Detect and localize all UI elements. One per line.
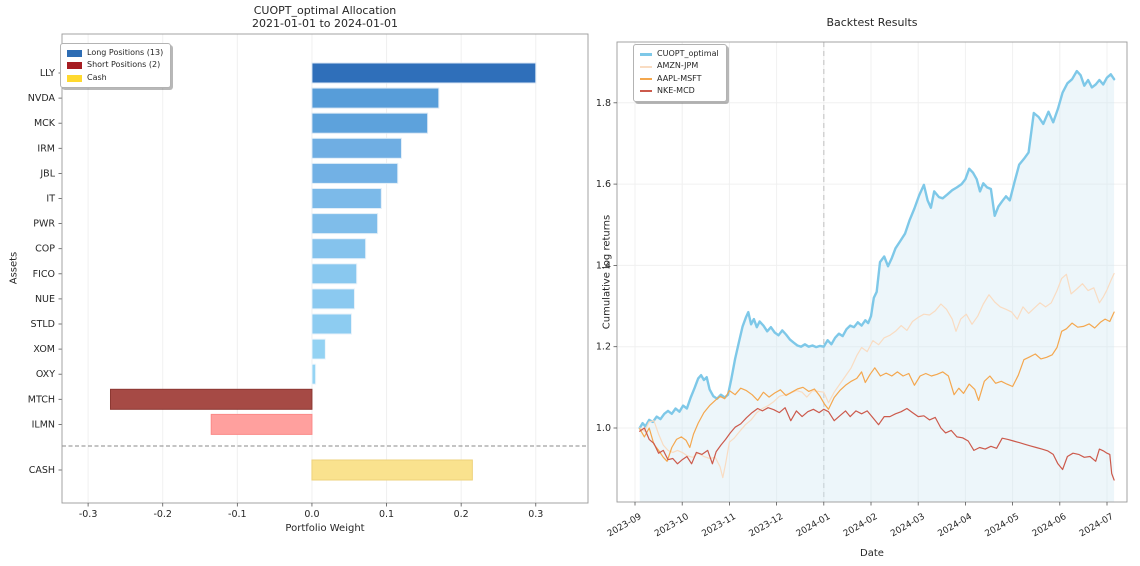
series-line-nke-mcd bbox=[639, 407, 1115, 481]
xtick-label: 2023-11 bbox=[700, 512, 738, 539]
xtick-label: 2023-09 bbox=[606, 512, 644, 540]
bar-mtch bbox=[109, 388, 313, 410]
asset-label-mck: MCK bbox=[34, 118, 56, 129]
asset-label-it: IT bbox=[46, 194, 55, 205]
asset-label-oxy: OXY bbox=[36, 369, 55, 380]
asset-label-mtch: MTCH bbox=[28, 394, 55, 405]
xtick-label: 0.0 bbox=[304, 509, 319, 520]
xtick-label: 0.3 bbox=[528, 509, 543, 520]
ytick-label: 1.2 bbox=[596, 342, 611, 353]
bar-irm bbox=[311, 137, 402, 159]
asset-label-xom: XOM bbox=[33, 344, 55, 355]
asset-label-pwr: PWR bbox=[33, 219, 55, 230]
bar-cop bbox=[311, 238, 367, 260]
bar-pwr bbox=[311, 213, 379, 235]
plot-frame bbox=[61, 33, 589, 504]
xtick-label: 2024-02 bbox=[842, 512, 880, 539]
xtick-label: 2024-01 bbox=[795, 512, 833, 539]
legend-line-sample bbox=[640, 90, 652, 93]
legend-swatch bbox=[67, 49, 82, 57]
legend-swatch bbox=[67, 62, 82, 70]
xtick-label: -0.1 bbox=[228, 509, 247, 520]
legend-item: Long Positions (13) bbox=[67, 47, 163, 59]
bar-oxy bbox=[311, 363, 317, 385]
xtick-label: 2024-03 bbox=[889, 512, 927, 539]
legend-label: AMZN-JPM bbox=[657, 61, 699, 71]
bar-it bbox=[311, 188, 382, 209]
cuopt-area-fill bbox=[639, 71, 1115, 502]
asset-label-cash: CASH bbox=[29, 465, 55, 476]
allocation-plot: LLY NVDA MCK IRM JBL IT PWR COP FICO NUE STLD XOM OX… bbox=[28, 33, 589, 520]
bar-fico bbox=[311, 263, 358, 285]
backtest-legend: CUOPT_optimal AMZN-JPM AAPL-MSFT NKE-MCD bbox=[633, 44, 727, 102]
legend-label: CUOPT_optimal bbox=[657, 49, 719, 58]
legend-swatch bbox=[67, 74, 82, 82]
backtest-ylabel: Cumulative log returns bbox=[601, 214, 613, 330]
xtick-label: 0.1 bbox=[379, 509, 394, 520]
asset-label-jbl: JBL bbox=[39, 168, 55, 179]
xtick-label: -0.3 bbox=[79, 509, 98, 520]
legend-line-sample bbox=[640, 78, 652, 81]
allocation-legend: Long Positions (13) Short Positions (2) Ca… bbox=[60, 43, 172, 89]
xtick-label: 2023-12 bbox=[748, 512, 786, 539]
asset-label-nvda: NVDA bbox=[28, 93, 56, 104]
xtick-label: 2024-06 bbox=[1031, 512, 1069, 540]
ytick-label: 1.0 bbox=[596, 423, 611, 434]
xtick-label: 2024-07 bbox=[1078, 512, 1116, 539]
legend-item: AMZN-JPM bbox=[640, 60, 719, 72]
legend-item: Short Positions (2) bbox=[67, 59, 163, 71]
asset-label-nue: NUE bbox=[35, 294, 55, 305]
backtest-plot: 1.0 1.2 1.4 1.6 1.8 2023-09 2023-10 2023-11 2023… bbox=[596, 41, 1128, 540]
xtick-label: 0.2 bbox=[454, 509, 469, 520]
ytick-label: 1.8 bbox=[596, 98, 611, 109]
asset-label-fico: FICO bbox=[33, 269, 55, 280]
series-line-aapl-msft bbox=[639, 311, 1115, 462]
xtick-label: 2024-05 bbox=[984, 512, 1022, 539]
backtest-title: Backtest Results bbox=[826, 16, 918, 29]
legend-label: AAPL-MSFT bbox=[657, 73, 702, 83]
legend-line-sample bbox=[640, 52, 652, 56]
bar-ilmn bbox=[210, 413, 313, 435]
backtest-chart: 1.0 1.2 1.4 1.6 1.8 2023-09 2023-10 2023-11 2023… bbox=[595, 0, 1140, 566]
asset-label-irm: IRM bbox=[37, 143, 55, 154]
allocation-title-line2: 2021-01-01 to 2024-01-01 bbox=[252, 17, 398, 30]
backtest-xlabel: Date bbox=[860, 548, 884, 559]
bar-stld bbox=[311, 313, 352, 335]
legend-item: AAPL-MSFT bbox=[640, 73, 719, 85]
asset-label-lly: LLY bbox=[40, 68, 55, 79]
allocation-ylabel: Assets bbox=[8, 251, 20, 285]
asset-label-ilmn: ILMN bbox=[32, 419, 55, 430]
bar-lly bbox=[311, 62, 537, 84]
bar-jbl bbox=[311, 162, 399, 184]
legend-item: Cash bbox=[67, 72, 163, 84]
xtick-label: 2024-04 bbox=[936, 512, 974, 540]
legend-line-sample bbox=[640, 65, 652, 68]
legend-item: CUOPT_optimal bbox=[640, 48, 719, 60]
series-line-cuopt-optimal bbox=[638, 69, 1116, 430]
bar-nvda bbox=[311, 87, 440, 109]
allocation-chart: LLY NVDA MCK IRM JBL IT PWR COP FICO NUE STLD XOM OX… bbox=[8, 4, 589, 534]
allocation-title: CUOPT_optimal Allocation 2021-01-01 to 2… bbox=[62, 4, 588, 30]
asset-label-stld: STLD bbox=[31, 319, 55, 330]
xtick-label: 2023-10 bbox=[653, 512, 691, 540]
ytick-label: 1.4 bbox=[596, 260, 611, 271]
series-line-amzn-jpm bbox=[639, 272, 1115, 479]
allocation-xlabel: Portfolio Weight bbox=[285, 523, 365, 534]
legend-item: NKE-MCD bbox=[640, 85, 719, 97]
allocation-title-line1: CUOPT_optimal Allocation bbox=[253, 4, 397, 17]
bar-xom bbox=[311, 338, 326, 360]
asset-label-cop: COP bbox=[35, 244, 55, 255]
legend-label: Cash bbox=[87, 72, 107, 82]
bar-nue bbox=[311, 288, 355, 310]
ytick-label: 1.6 bbox=[596, 179, 611, 190]
bar-cash bbox=[311, 459, 473, 481]
legend-label: NKE-MCD bbox=[657, 86, 695, 96]
bar-mck bbox=[311, 112, 429, 134]
legend-label: Long Positions (13) bbox=[87, 48, 164, 57]
legend-label: Short Positions (2) bbox=[87, 60, 161, 70]
plot-frame bbox=[616, 41, 1128, 503]
xtick-label: -0.2 bbox=[153, 509, 172, 520]
